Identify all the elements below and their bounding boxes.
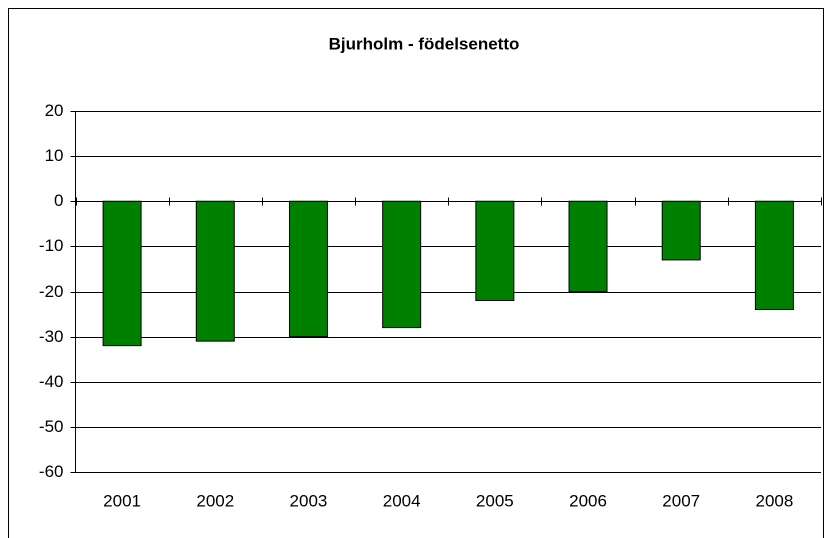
y-tick-label: -60 [39, 462, 64, 481]
chart-border [8, 8, 824, 538]
chart-title: Bjurholm - födelsenetto [329, 34, 520, 53]
x-tick-label: 2002 [196, 491, 234, 510]
y-tick-label: -20 [39, 282, 64, 301]
y-tick-label: -30 [39, 327, 64, 346]
bar [288, 200, 328, 338]
x-tick-label: 2008 [755, 491, 793, 510]
bar [754, 200, 794, 311]
bar [661, 200, 701, 261]
x-tick-label: 2004 [383, 491, 421, 510]
bar [102, 200, 142, 347]
y-tick-label: 10 [45, 146, 64, 165]
y-tick-label: -10 [39, 236, 64, 255]
bar [382, 200, 422, 329]
bar [195, 200, 235, 342]
bar [475, 200, 515, 302]
y-tick-label: 0 [54, 191, 63, 210]
x-tick-label: 2001 [103, 491, 141, 510]
x-tick-label: 2005 [476, 491, 514, 510]
bar [568, 200, 608, 292]
y-tick-label: 20 [45, 101, 64, 120]
y-tick-label: -40 [39, 372, 64, 391]
x-tick-label: 2006 [569, 491, 607, 510]
x-tick-label: 2007 [662, 491, 700, 510]
x-tick-label: 2003 [290, 491, 328, 510]
y-tick-label: -50 [39, 417, 64, 436]
